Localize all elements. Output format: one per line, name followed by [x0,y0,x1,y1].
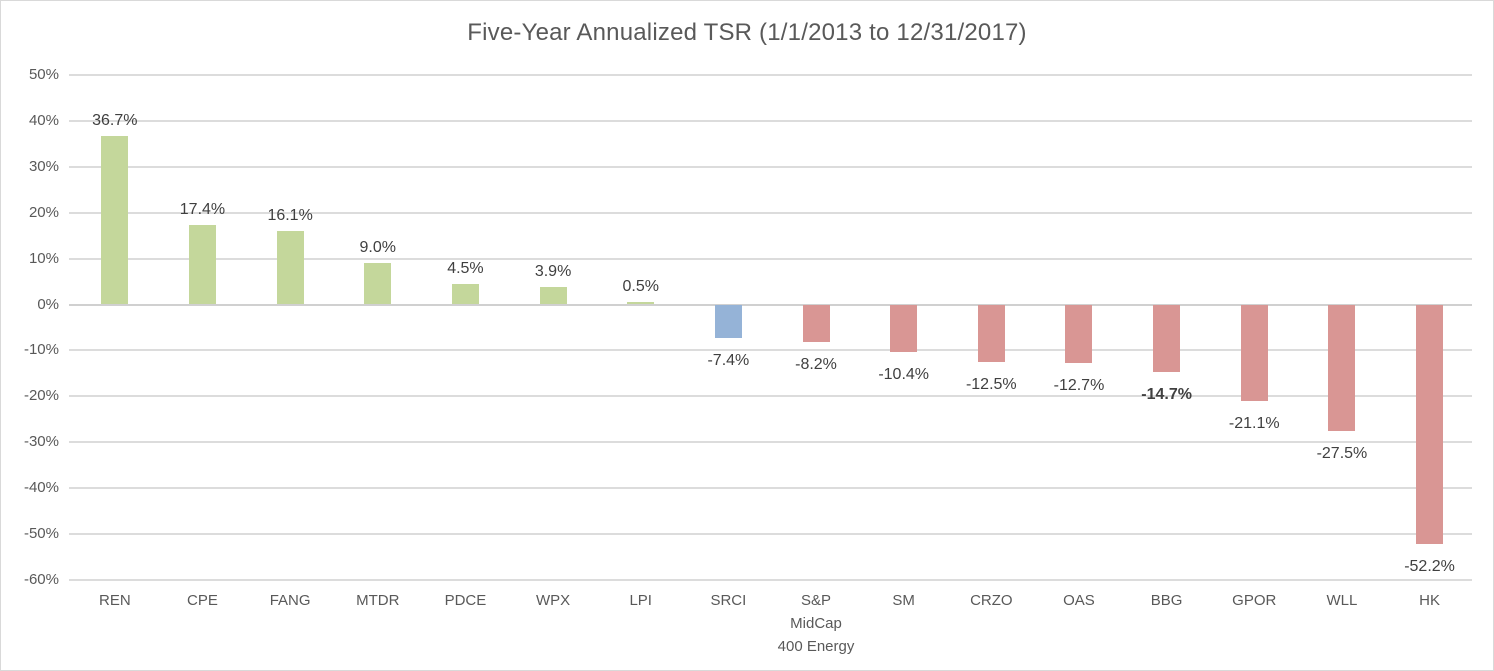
y-axis-tick-label: -30% [23,433,59,451]
data-label: 16.1% [267,206,313,224]
data-label: -27.5% [1316,444,1368,462]
y-gridline [69,211,1472,214]
data-label: -8.2% [795,356,837,374]
x-axis-category-label: S&P MidCap 400 Energy [772,589,860,658]
x-axis-category-label-line: 400 Energy [777,638,855,655]
data-label: 17.4% [179,200,226,218]
bar-wll [1328,304,1356,431]
y-axis-tick-label: -60% [23,570,59,588]
x-axis-category-label-line: CRZO [970,592,1013,609]
x-axis-category-label-line: WPX [535,592,571,609]
data-label: -7.4% [707,352,750,370]
bar-oas [1065,304,1093,363]
x-axis-category-label: SM [860,589,948,612]
y-gridline [69,395,1472,398]
x-axis-category-label-line: HK [1419,592,1440,609]
data-label: 4.5% [447,259,484,277]
x-axis-category-label: LPI [597,589,685,612]
x-axis-category-label: BBG [1123,589,1211,612]
bar-crzo [977,304,1005,362]
x-axis-category-label-line: OAS [1063,592,1095,609]
x-axis-category-label-line: CPE [187,592,218,609]
y-axis-tick-label: -20% [23,387,59,405]
x-axis-category-label-line: S&P [801,592,832,609]
x-axis-category-label: REN [71,589,159,612]
y-axis-tick-label: 10% [28,249,59,267]
data-label: -12.7% [1053,376,1105,394]
x-axis-category-label-line: SM [892,592,915,609]
y-axis-tick-label: -40% [23,479,59,497]
data-label: -21.1% [1228,415,1280,433]
x-axis-category-label: FANG [246,589,334,612]
y-axis-tick-label: 20% [28,203,59,221]
x-axis-category-label-line: MTDR [356,592,400,609]
data-label: -12.5% [965,375,1017,393]
data-label: -10.4% [878,366,930,384]
x-axis-category-label: PDCE [422,589,510,612]
x-axis-category-label-line: WLL [1326,592,1358,609]
data-label: -52.2% [1404,558,1455,576]
x-axis-category-label: GPOR [1210,589,1298,612]
y-gridline [69,441,1472,444]
data-label: 3.9% [534,262,572,280]
x-axis-category-label: SRCI [685,589,773,612]
bar-gpor [1240,304,1268,402]
x-axis-category-label: HK [1386,589,1474,612]
bar-fang [276,230,304,305]
y-gridline [69,257,1472,260]
y-gridline [69,165,1472,168]
y-axis-tick-label: 50% [28,66,59,83]
y-axis-tick-label: -50% [23,525,59,542]
data-label: -14.7% [1141,385,1192,403]
y-gridline [69,349,1472,352]
x-axis-zero-line [69,303,1472,306]
x-axis-category-label: CPE [159,589,247,612]
bar-pdce [451,283,479,305]
x-axis-category-label-line: MidCap [790,615,842,632]
bar-lpi [627,302,655,305]
bar-ren [101,136,129,305]
x-axis-category-label-line: FANG [269,592,311,609]
data-label: 36.7% [92,112,138,130]
bar-cpe [188,224,216,305]
x-axis-category-label-line: REN [98,592,131,609]
data-label: 0.5% [622,278,659,296]
bar-mtdr [364,263,392,305]
y-axis-tick-label: -10% [23,341,59,359]
bar-wpx [539,286,567,305]
bar-hk [1416,304,1444,545]
chart-title: Five-Year Annualized TSR (1/1/2013 to 12… [467,19,1027,46]
x-axis-category-label: MTDR [334,589,422,612]
bar-bbg [1153,304,1181,372]
x-axis-category-label-line: PDCE [444,592,487,609]
x-axis-category-label: WLL [1298,589,1386,612]
y-gridline [69,74,1472,76]
x-axis-category-label-line: SRCI [710,592,747,609]
y-gridline [69,487,1472,490]
bar-srci [714,304,742,339]
x-axis-category-label: OAS [1035,589,1123,612]
x-axis-category-label-line: LPI [629,592,652,609]
x-axis-category-label-line: BBG [1150,592,1183,609]
x-axis-category-label-line: GPOR [1232,592,1277,609]
y-gridline [69,119,1472,122]
bar-s-p-midcap-400-energy [802,304,830,343]
y-axis-tick-label: 30% [28,157,59,175]
x-axis-category-label: WPX [509,589,597,612]
bar-sm [890,304,918,353]
x-axis-category-label: CRZO [948,589,1036,612]
y-gridline [69,533,1472,535]
y-axis-tick-label: 40% [28,111,59,129]
y-gridline [69,578,1472,581]
y-axis-tick-label: 0% [37,295,59,313]
data-label: 9.0% [359,239,396,257]
